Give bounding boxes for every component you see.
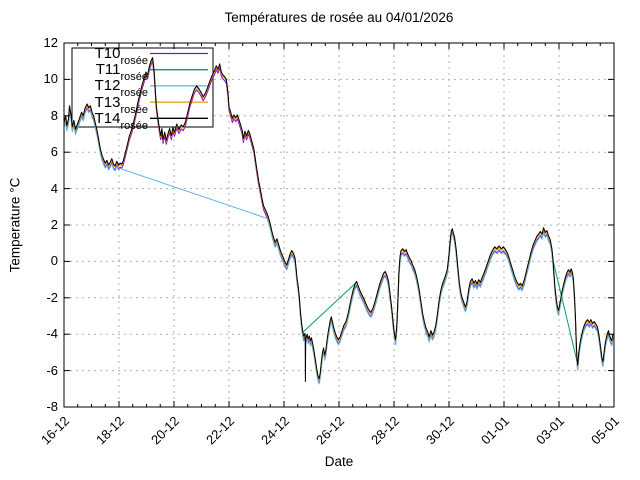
y-tick-2: 2 [50,217,58,232]
legend-label-t13: T13rosée [94,94,148,116]
y-tick--6: -6 [46,362,58,378]
y-tick-6: 6 [50,144,58,160]
legend-label-t12: T12rosée [94,77,148,99]
series-line-t12 [63,108,614,385]
chart-title: Températures de rosée au 04/01/2026 [224,10,454,25]
series-line-t14 [63,57,614,382]
y-tick-10: 10 [43,71,58,87]
y-tick-8: 8 [50,107,58,123]
y-tick--2: -2 [46,289,58,305]
x-axis-label: Date [324,454,354,469]
y-tick-12: 12 [43,35,58,50]
data-series [63,57,614,385]
y-tick-0: 0 [50,253,58,269]
y-tick--8: -8 [46,399,58,414]
y-tick--4: -4 [46,326,58,342]
legend-label-t14: T14rosée [94,110,148,132]
legend-label-t10: T10rosée [94,45,148,67]
axes-border-ticks [63,42,615,408]
legend-label-t11: T11rosée [95,61,148,83]
y-tick-4: 4 [50,180,58,196]
